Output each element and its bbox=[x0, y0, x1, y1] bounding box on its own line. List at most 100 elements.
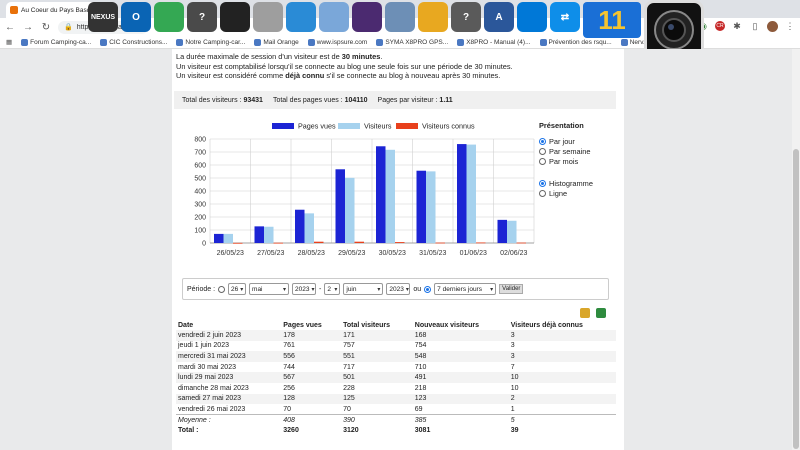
bookmark-item[interactable]: SYMA X8PRO GPS... bbox=[376, 38, 448, 46]
option-options-2[interactable]: Par mois bbox=[539, 156, 593, 166]
radio-button[interactable] bbox=[539, 179, 546, 187]
menu-kebab-icon[interactable]: ⋮ bbox=[785, 20, 795, 31]
bookmark-label: Notre Camping-car... bbox=[185, 38, 246, 46]
nexus-icon[interactable]: NEXUS bbox=[88, 2, 118, 32]
bookmark-item[interactable]: Prévention des rsqu... bbox=[539, 38, 612, 46]
preset-select[interactable]: 7 derniers jours bbox=[434, 283, 497, 295]
mean-row: Moyenne :408 390 385 5 bbox=[176, 414, 616, 426]
total-visitors-label: Total des visiteurs : bbox=[182, 96, 242, 104]
period-or: ou bbox=[413, 285, 422, 293]
table-cell: 548 bbox=[412, 351, 509, 362]
bookmark-item[interactable]: www.ispsure.com bbox=[307, 38, 367, 46]
bar-visiteurs-connus bbox=[435, 242, 445, 244]
bar-visiteurs-connus bbox=[476, 242, 486, 244]
option-label: Histogramme bbox=[549, 178, 593, 188]
scrollbar-thumb[interactable] bbox=[793, 149, 799, 449]
to-year-select[interactable]: 2023 bbox=[386, 283, 411, 295]
tab-title: Au Coeur du Pays Basque Esp bbox=[21, 6, 89, 14]
help-icon[interactable]: ? bbox=[187, 2, 217, 32]
teamviewer-icon[interactable]: ⇄ bbox=[550, 2, 580, 32]
reload-icon[interactable]: ↻ bbox=[41, 21, 51, 33]
intro-text: La durée maximale de session d'un visite… bbox=[176, 52, 513, 81]
option-options-1[interactable]: Par semaine bbox=[539, 146, 593, 156]
bar-pages-vues bbox=[457, 144, 467, 243]
export-excel-icon[interactable] bbox=[596, 308, 606, 318]
bar-visiteurs bbox=[345, 177, 355, 243]
table-cell: 125 bbox=[341, 393, 413, 405]
apps-grid-icon[interactable]: ▦ bbox=[6, 39, 13, 46]
trash-icon[interactable] bbox=[319, 2, 349, 32]
from-day-select[interactable]: 26 bbox=[228, 283, 247, 295]
radio-button[interactable] bbox=[539, 189, 546, 197]
word-icon[interactable]: A bbox=[484, 2, 514, 32]
table-cell: lundi 29 mai 2023 bbox=[176, 372, 282, 383]
bookmark-favicon-icon bbox=[539, 38, 547, 46]
table-cell: 178 bbox=[281, 330, 342, 341]
period-preset-radio[interactable] bbox=[424, 285, 432, 293]
table-cell: dimanche 28 mai 2023 bbox=[178, 384, 249, 392]
legend-swatch bbox=[396, 123, 418, 129]
y-tick-label: 200 bbox=[194, 215, 206, 222]
bookmark-favicon-icon bbox=[376, 38, 384, 46]
column-header: Date bbox=[178, 321, 194, 329]
bar-visiteurs-connus bbox=[314, 241, 324, 243]
maps-icon[interactable] bbox=[418, 2, 448, 32]
radio-button[interactable] bbox=[539, 157, 546, 165]
table-cell: 556 bbox=[281, 351, 342, 362]
bar-visiteurs-connus bbox=[516, 242, 526, 244]
clock-icon[interactable] bbox=[253, 2, 283, 32]
outlook-icon[interactable]: O bbox=[121, 2, 151, 32]
y-tick-label: 300 bbox=[194, 202, 206, 209]
windows-icon[interactable] bbox=[517, 2, 547, 32]
period-label: Période : bbox=[187, 285, 216, 293]
forward-icon[interactable]: → bbox=[23, 21, 33, 33]
bookmark-item[interactable]: Nerv... bbox=[620, 38, 648, 46]
intro-line2: Un visiteur est comptabilisé lorsqu'il s… bbox=[176, 61, 513, 71]
radio-button[interactable] bbox=[539, 147, 546, 155]
x-tick-label: 29/05/23 bbox=[338, 250, 365, 257]
bookmark-item[interactable]: X8PRO - Manual (4)... bbox=[457, 38, 531, 46]
side-panel-icon[interactable]: ▯ bbox=[752, 20, 758, 31]
table-cell: 123 bbox=[412, 393, 509, 405]
from-month-select[interactable]: mai bbox=[249, 283, 290, 295]
chrome-icon[interactable] bbox=[154, 2, 184, 32]
bookmark-item[interactable]: Mail Orange bbox=[254, 38, 299, 46]
finder-icon[interactable] bbox=[385, 2, 415, 32]
to-day-select[interactable]: 2 bbox=[324, 283, 341, 295]
bookmark-favicon-icon bbox=[176, 38, 184, 46]
bookmark-item[interactable]: CIC Constructions... bbox=[100, 38, 168, 46]
bookmark-label: CIC Constructions... bbox=[109, 38, 168, 46]
photos-icon[interactable] bbox=[286, 2, 316, 32]
totals-bar: Total des visiteurs : 93431 Total des pa… bbox=[174, 91, 616, 109]
legend-swatch bbox=[338, 123, 360, 129]
bookmark-label: Prévention des rsqu... bbox=[548, 38, 612, 46]
extension-badge-icon[interactable]: CR bbox=[715, 21, 725, 31]
profile-avatar[interactable] bbox=[767, 20, 778, 32]
option-types-0[interactable]: Histogramme bbox=[539, 178, 593, 188]
table-cell: 754 bbox=[414, 342, 427, 350]
back-icon[interactable]: ← bbox=[5, 21, 15, 33]
extensions-puzzle-icon[interactable]: ✱ bbox=[733, 20, 741, 31]
table-cell: Moyenne : bbox=[176, 414, 282, 426]
bookmark-item[interactable]: Forum Camping-ca... bbox=[21, 38, 91, 46]
eleven-app-icon[interactable]: 11 bbox=[583, 2, 641, 38]
window-icon[interactable] bbox=[220, 2, 250, 32]
from-year-select[interactable]: 2023 bbox=[292, 283, 317, 295]
radio-button[interactable] bbox=[539, 137, 546, 145]
total-pages-label: Total des pages vues : bbox=[272, 96, 343, 104]
pages-per-visitor-value: 1.11 bbox=[439, 96, 453, 104]
y-tick-label: 700 bbox=[194, 150, 206, 157]
option-options-0[interactable]: Par jour bbox=[539, 136, 593, 146]
export-file-icon[interactable] bbox=[580, 308, 590, 318]
table-cell: 710 bbox=[414, 363, 427, 371]
total-row: Total : 3260 3120 3081 39 bbox=[176, 425, 616, 436]
period-custom-radio[interactable] bbox=[218, 285, 226, 293]
page-scrollbar[interactable] bbox=[792, 49, 800, 450]
bookmark-item[interactable]: Notre Camping-car... bbox=[176, 38, 246, 46]
night-icon[interactable] bbox=[352, 2, 382, 32]
help2-icon[interactable]: ? bbox=[451, 2, 481, 32]
validate-button[interactable]: Valider bbox=[499, 284, 524, 294]
to-month-select[interactable]: juin bbox=[343, 283, 384, 295]
bar-visiteurs-connus bbox=[395, 242, 405, 243]
option-types-1[interactable]: Ligne bbox=[539, 188, 593, 198]
